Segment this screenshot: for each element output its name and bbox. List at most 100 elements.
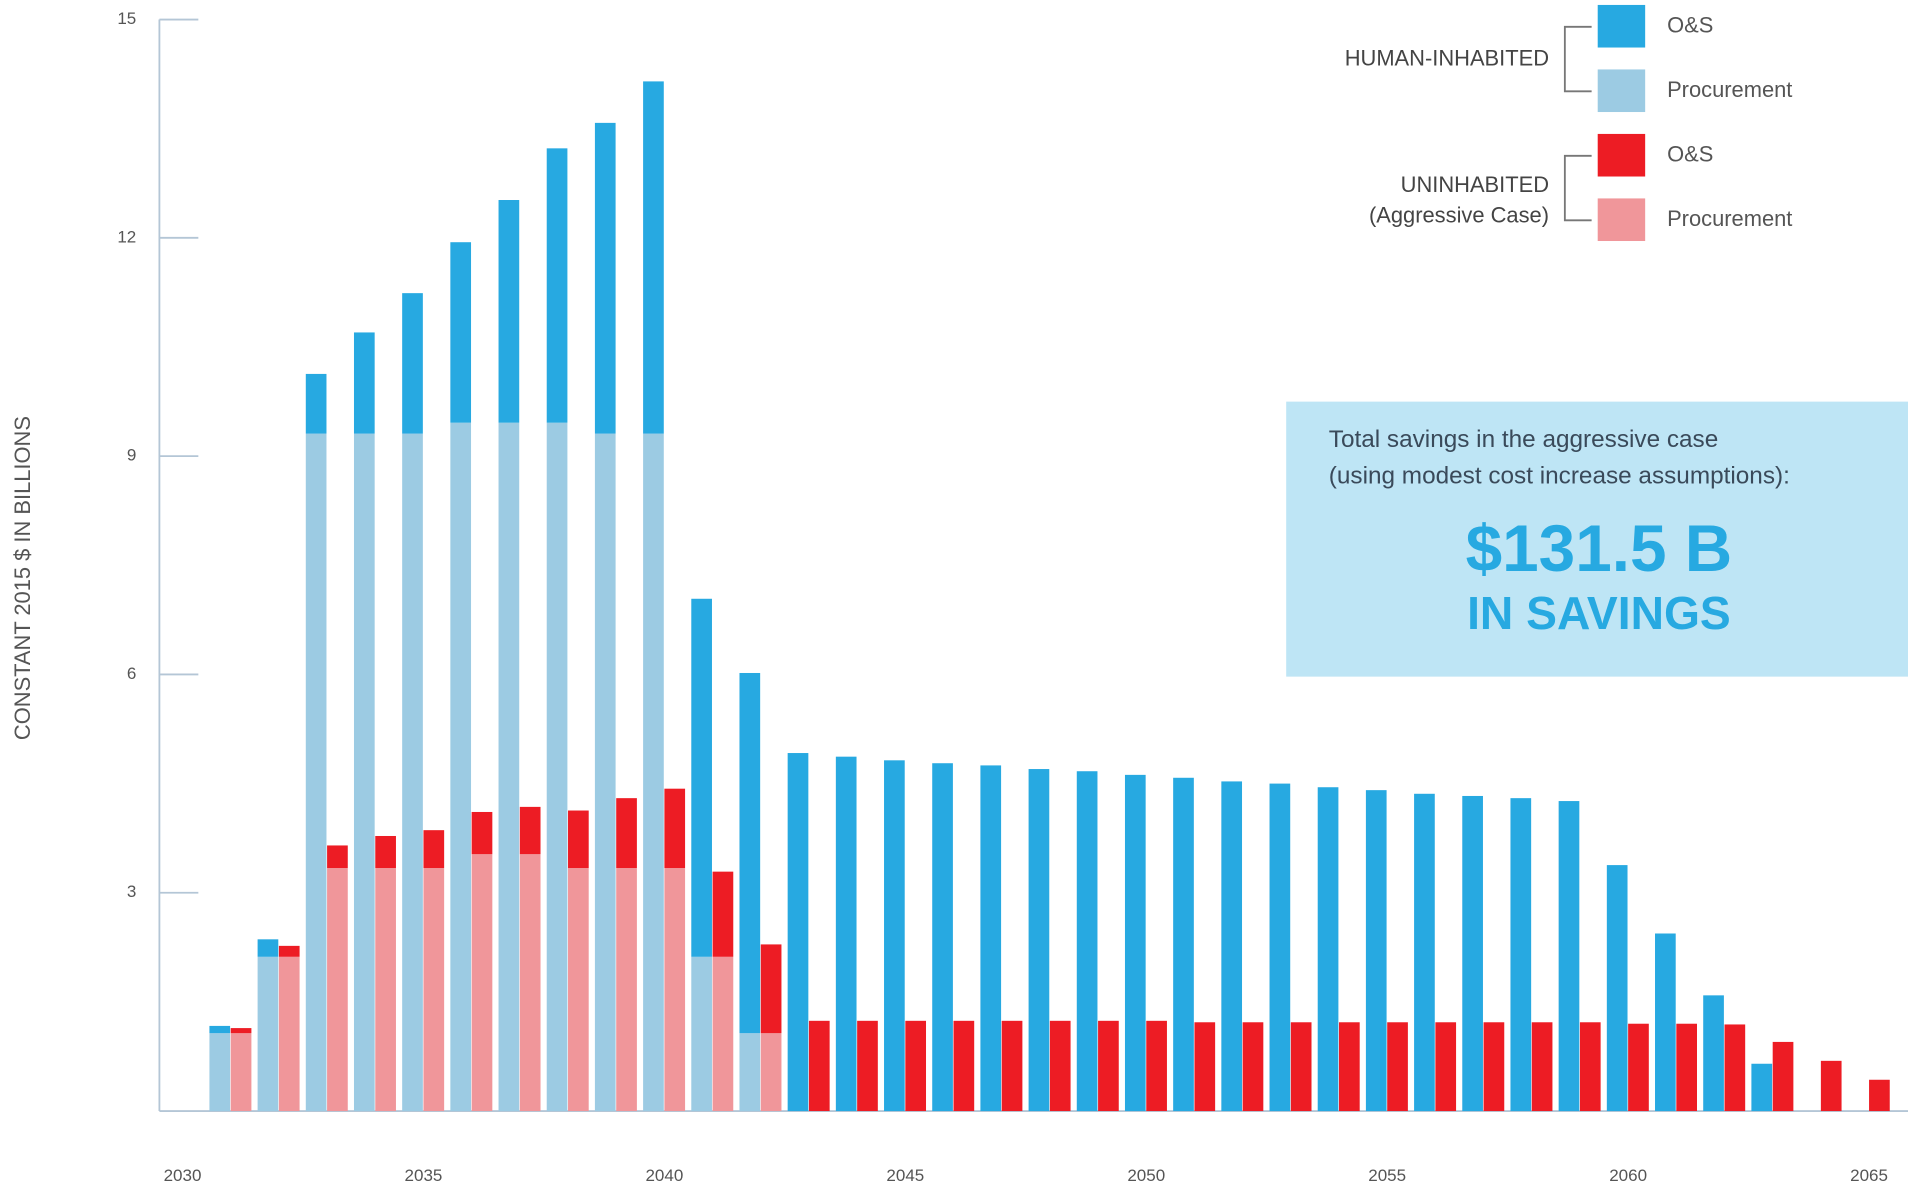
legend-group: (Aggressive Case) xyxy=(1369,202,1549,227)
bar-segment xyxy=(1676,1023,1698,1112)
bar-segment xyxy=(1173,777,1194,1112)
y-tick-label: 12 xyxy=(117,227,136,246)
bar-segment xyxy=(712,956,734,1112)
bar-segment xyxy=(402,293,423,434)
bar-segment xyxy=(835,756,857,1112)
x-tick-label: 2055 xyxy=(1368,1166,1406,1185)
legend-bracket xyxy=(1563,154,1592,222)
bar-segment xyxy=(568,868,589,1112)
bar-segment xyxy=(450,422,472,1112)
bar-segment xyxy=(616,798,637,869)
bar-segment xyxy=(1365,790,1387,1112)
bar-segment xyxy=(1579,1022,1601,1112)
annotation-subheadline: IN SAVINGS xyxy=(1467,587,1731,639)
bar-segment xyxy=(808,1020,830,1112)
bar-segment xyxy=(905,1020,927,1112)
bar-segment xyxy=(1387,1022,1408,1112)
bar-segment xyxy=(305,373,327,434)
bar-segment xyxy=(519,854,541,1112)
bar-segment xyxy=(327,845,348,869)
annotation-box xyxy=(1286,401,1908,677)
bar-segment xyxy=(1242,1022,1264,1112)
bar-segment xyxy=(1146,1020,1167,1112)
bar-segment xyxy=(1628,1023,1649,1112)
bar-segment xyxy=(375,835,396,869)
bar-segment xyxy=(471,811,493,855)
bar-segment xyxy=(594,433,616,1112)
legend-swatch xyxy=(1597,133,1646,177)
bar-segment xyxy=(643,81,664,434)
bar-segment xyxy=(257,956,279,1112)
bar-segment xyxy=(1558,801,1580,1112)
y-tick-label: 9 xyxy=(127,446,136,465)
legend-swatch xyxy=(1597,4,1646,48)
x-tick-label: 2050 xyxy=(1127,1166,1165,1185)
bar-segment xyxy=(1483,1022,1505,1112)
bar-segment xyxy=(1606,865,1628,1112)
bar-segment xyxy=(1414,793,1435,1112)
bar-segment xyxy=(760,1033,782,1112)
bar-segment xyxy=(1221,781,1243,1112)
bar-segment xyxy=(546,422,568,1112)
bar-segment xyxy=(760,944,782,1034)
annotation-headline: $131.5 B xyxy=(1466,512,1733,585)
bar-segment xyxy=(353,433,375,1112)
annotation-line: Total savings in the aggressive case xyxy=(1329,426,1718,453)
legend-label: Procurement xyxy=(1667,77,1792,102)
bar-segment xyxy=(1703,995,1724,1112)
bar-segment xyxy=(209,1033,231,1112)
bar-segment xyxy=(230,1033,252,1112)
bar-segment xyxy=(1290,1022,1312,1112)
legend-label: O&S xyxy=(1667,142,1713,167)
bar-segment xyxy=(616,868,637,1112)
bar-segment xyxy=(1194,1022,1216,1112)
y-tick-label: 15 xyxy=(117,9,136,28)
bar-segment xyxy=(594,122,616,434)
bar-segment xyxy=(884,760,905,1112)
bar-segment xyxy=(1049,1020,1071,1112)
bar-segment xyxy=(664,868,686,1112)
bar-segment xyxy=(278,956,300,1112)
bar-segment xyxy=(1269,783,1291,1112)
bar-segment xyxy=(932,763,953,1112)
bar-segment xyxy=(643,433,664,1112)
x-tick-label: 2040 xyxy=(645,1166,683,1185)
bar-segment xyxy=(1869,1079,1890,1112)
bar-segment xyxy=(1510,798,1532,1112)
bar-segment xyxy=(980,765,1002,1112)
bar-segment xyxy=(739,672,761,1034)
bar-segment xyxy=(546,148,568,423)
bar-segment xyxy=(1724,1024,1746,1112)
x-tick-label: 2030 xyxy=(164,1166,202,1185)
legend-swatch xyxy=(1597,198,1646,242)
bar-segment xyxy=(1317,787,1339,1112)
bar-segment xyxy=(953,1020,975,1112)
bar-segment xyxy=(471,854,493,1112)
bar-segment xyxy=(1772,1041,1794,1112)
bar-segment xyxy=(691,956,712,1112)
bar-segment xyxy=(1435,1022,1457,1112)
x-tick-label: 2045 xyxy=(886,1166,924,1185)
bar-segment xyxy=(230,1028,252,1034)
bar-segment xyxy=(1076,771,1098,1112)
bar-segment xyxy=(498,200,520,423)
x-tick-label: 2060 xyxy=(1609,1166,1647,1185)
bar-segment xyxy=(353,332,375,434)
bar-segment xyxy=(257,939,279,957)
bar-segment xyxy=(1124,774,1146,1112)
bar-segment xyxy=(1001,1020,1023,1112)
x-tick-label: 2035 xyxy=(405,1166,443,1185)
bar-segment xyxy=(1098,1020,1119,1112)
bar-segment xyxy=(1531,1022,1553,1112)
legend-group: HUMAN-INHABITED xyxy=(1345,45,1549,70)
bar-segment xyxy=(664,788,686,869)
x-tick-label: 2065 xyxy=(1850,1166,1888,1185)
legend-label: O&S xyxy=(1667,13,1713,38)
bar-segment xyxy=(568,810,589,869)
y-axis-label: CONSTANT 2015 $ IN BILLIONS xyxy=(10,416,35,740)
bar-segment xyxy=(739,1033,761,1112)
legend-swatch xyxy=(1597,69,1646,113)
bar-segment xyxy=(278,945,300,957)
bar-segment xyxy=(1655,933,1676,1112)
